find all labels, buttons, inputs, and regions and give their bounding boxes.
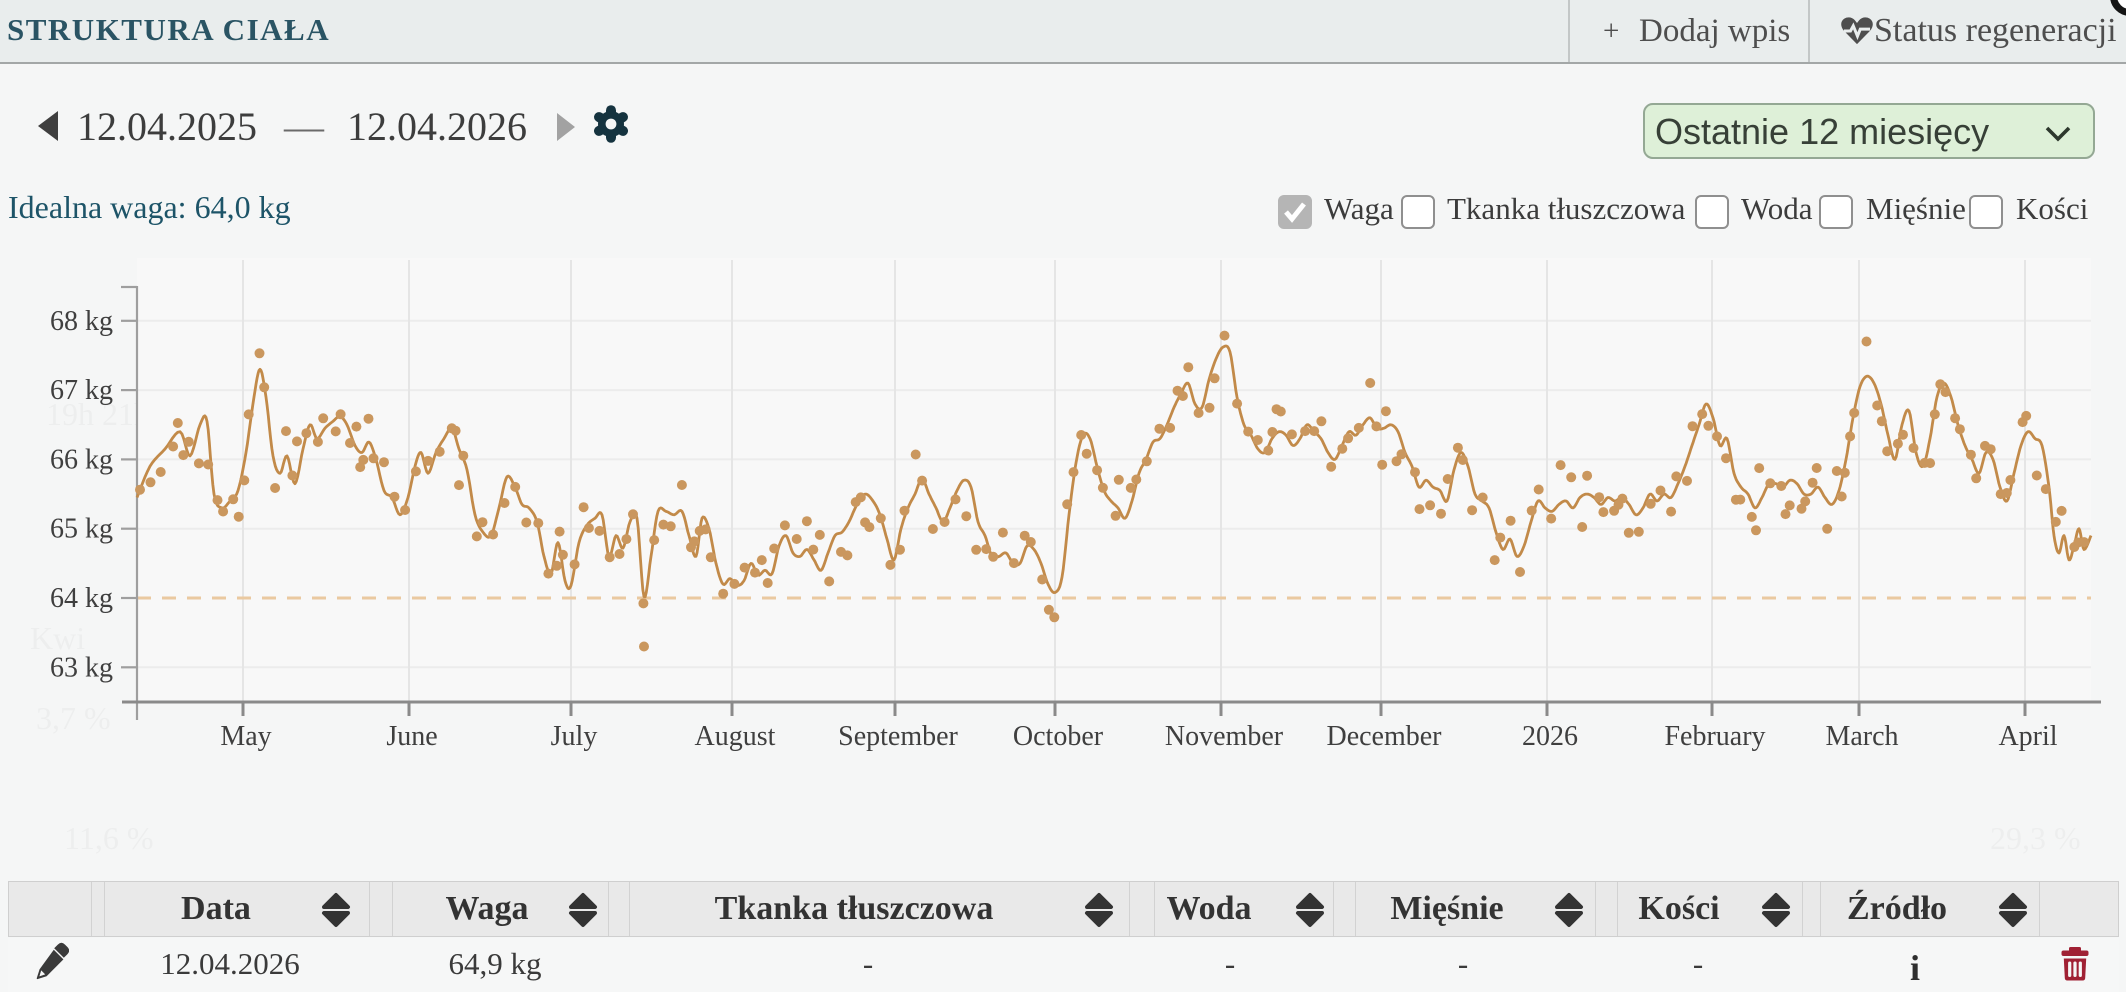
svg-text:April: April [1998,721,2057,752]
svg-text:August: August [695,721,776,752]
svg-text:March: March [1825,721,1898,752]
svg-text:September: September [838,721,958,752]
svg-text:64 kg: 64 kg [50,583,113,614]
svg-text:67 kg: 67 kg [50,375,113,406]
svg-text:63 kg: 63 kg [50,652,113,683]
svg-text:October: October [1013,721,1104,752]
svg-text:May: May [220,721,271,752]
svg-text:February: February [1664,721,1765,752]
svg-text:66 kg: 66 kg [50,444,113,475]
svg-text:June: June [386,721,437,752]
svg-text:July: July [551,721,598,752]
svg-text:65 kg: 65 kg [50,514,113,545]
svg-text:68 kg: 68 kg [50,306,113,337]
svg-text:December: December [1326,721,1442,752]
svg-text:November: November [1165,721,1284,752]
svg-text:2026: 2026 [1522,721,1578,752]
